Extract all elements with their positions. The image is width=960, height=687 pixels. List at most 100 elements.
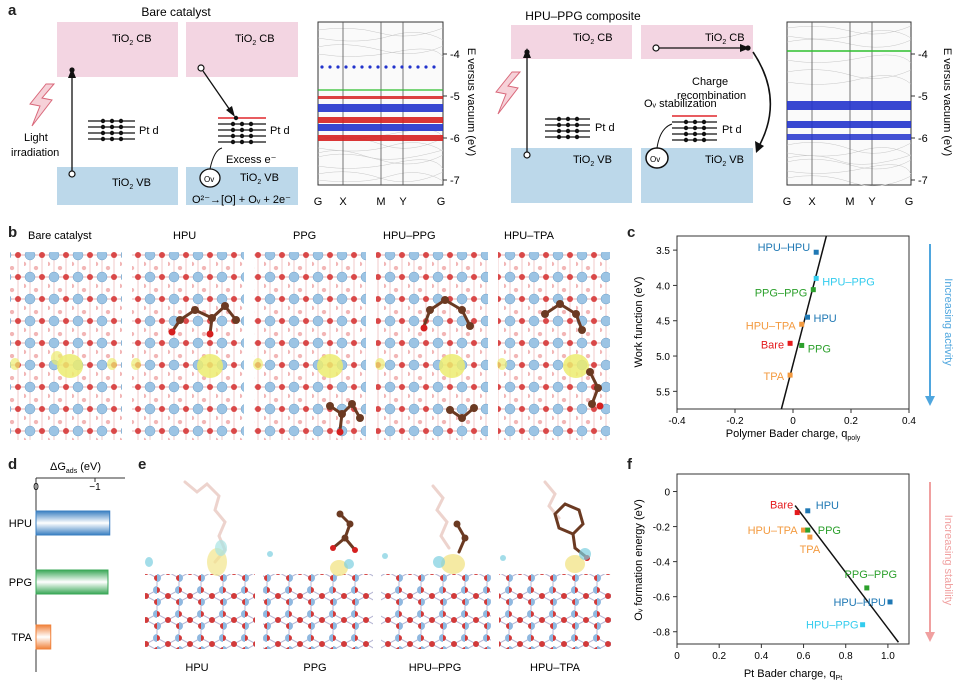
- svg-text:-5: -5: [450, 91, 460, 103]
- svg-text:M: M: [845, 196, 854, 208]
- e-label-hpu-tpa: HPU–TPA: [530, 662, 581, 674]
- c-point: [799, 342, 805, 348]
- f-xtick-label: 0.4: [754, 651, 768, 662]
- f-point: [801, 527, 807, 533]
- c-point-label: HPU: [814, 313, 837, 325]
- connector-2: [656, 123, 673, 149]
- c-point-label: TPA: [764, 371, 785, 383]
- d-bar: [35, 510, 111, 536]
- f-point-label: HPU: [816, 500, 839, 512]
- struct-ppg: [253, 252, 366, 440]
- arrow-head: [925, 396, 935, 406]
- pt-d-electrons-4: [683, 119, 707, 143]
- arrow-head: [925, 632, 935, 642]
- o2-reaction: O²⁻→[O] + Oᵥ + 2e⁻: [192, 194, 291, 206]
- light-label-1: Light: [24, 132, 48, 144]
- cb-label-1: TiO2 CB: [112, 33, 152, 47]
- left-title: Bare catalyst: [141, 5, 211, 19]
- struct-label-ppg: PPG: [293, 230, 316, 242]
- e-label-ppg: PPG: [303, 662, 326, 674]
- band-yticks-2: -4 -5 -6 -7: [911, 49, 928, 187]
- excess-e-label: Excess e⁻: [226, 154, 277, 166]
- c-point: [813, 275, 819, 281]
- band-structure-1: [317, 21, 444, 186]
- svg-text:-7: -7: [918, 175, 928, 187]
- hole-2: [523, 151, 531, 159]
- c-point-label: HPU–PPG: [822, 276, 875, 288]
- ov-label-1: Ov: [204, 175, 214, 184]
- c-point: [787, 340, 793, 346]
- c-xtick-label: 0.4: [902, 416, 916, 427]
- svg-text:-5: -5: [918, 91, 928, 103]
- e-structure-ppg: [263, 510, 373, 649]
- svg-text:-4: -4: [918, 49, 928, 61]
- c-xtick-label: -0.4: [668, 416, 686, 427]
- band-structure-2: [786, 21, 912, 187]
- struct-label-hpu-ppg: HPU–PPG: [383, 230, 436, 242]
- c-point-label: HPU–TPA: [746, 320, 797, 332]
- band-ylabel-2: E versus vacuum (eV): [941, 48, 953, 156]
- pt-d-levels-2: [218, 123, 266, 143]
- svg-text:Y: Y: [868, 196, 876, 208]
- pt-d-levels-1: [88, 120, 135, 140]
- curved-arrow: [752, 51, 772, 149]
- arrow-head: [740, 44, 750, 52]
- transfer-arrow: [202, 70, 233, 114]
- c-xlabel: Polymer Bader charge, qpoly: [726, 428, 861, 442]
- f-xtick-label: 0.8: [839, 651, 853, 662]
- svg-text:M: M: [376, 196, 385, 208]
- vb-band-3: [511, 148, 632, 203]
- panel-letter-b: b: [8, 224, 18, 241]
- f-xtick-label: 0.2: [712, 651, 726, 662]
- c-ytick-label: 3.5: [656, 246, 670, 257]
- lightning-icon-2: [495, 71, 522, 115]
- pt-d-label-4: Pt d: [722, 124, 742, 136]
- svg-text:Y: Y: [399, 196, 407, 208]
- vb-label-2: TiO2 VB: [240, 172, 279, 186]
- e-structure-hpu-ppg: [381, 484, 491, 649]
- pt-d-label-2: Pt d: [270, 125, 290, 137]
- c-xtick-label: 0.2: [844, 416, 858, 427]
- f-point: [805, 508, 811, 514]
- svg-text:G: G: [314, 196, 323, 208]
- f-point-label: PPG: [818, 525, 841, 537]
- f-ytick-label: 0: [664, 488, 670, 499]
- d-tick-label: −1: [89, 482, 101, 493]
- connector: [209, 147, 223, 170]
- c-point: [810, 287, 816, 293]
- activity-label: Increasing activity: [942, 278, 954, 366]
- cb-band-4: [641, 25, 753, 59]
- band-yticks-1: -4 -5 -6 -7: [443, 49, 460, 187]
- fit-line-f: [794, 505, 900, 643]
- electron-end: [745, 45, 751, 51]
- arrow-head: [68, 68, 76, 78]
- f-point-label: HPU–PPG: [806, 620, 859, 632]
- f-ytick-label: -0.8: [653, 628, 671, 639]
- f-ytick-label: -0.4: [653, 558, 671, 569]
- vb-band-1: [57, 167, 178, 205]
- struct-label-bare: Bare catalyst: [28, 230, 92, 242]
- panel-letter-f: f: [627, 456, 632, 473]
- c-ytick-label: 5.0: [656, 352, 670, 363]
- c-point-label: Bare: [761, 339, 784, 351]
- panel-letter-e: e: [138, 456, 147, 473]
- c-point: [813, 249, 819, 255]
- c-xtick-label: 0: [790, 416, 796, 427]
- d-bar: [35, 569, 109, 595]
- struct-label-hpu: HPU: [173, 230, 196, 242]
- f-point: [805, 527, 811, 533]
- f-xlabel: Pt Bader charge, qPt: [744, 668, 842, 682]
- electron-start: [197, 64, 205, 72]
- struct-label-hpu-tpa: HPU–TPA: [504, 230, 555, 242]
- f-point: [794, 510, 800, 516]
- c-xtick-label: -0.2: [726, 416, 744, 427]
- e-label-hpu-ppg: HPU–PPG: [409, 662, 462, 674]
- f-point: [887, 599, 893, 605]
- panel-letter-a: a: [8, 2, 17, 19]
- plot-frame-f: [676, 473, 910, 645]
- f-point-label: HPU–TPA: [748, 525, 799, 537]
- panel-f-chart: 0 0.2 0.4 0.6 0.8 1.0 0 -0.2 -0.4 -0.6 -0.8 Bare H…: [633, 473, 954, 682]
- cb-label-4: TiO2 CB: [705, 32, 745, 46]
- struct-bare: [10, 252, 122, 440]
- electron-2: [524, 49, 530, 55]
